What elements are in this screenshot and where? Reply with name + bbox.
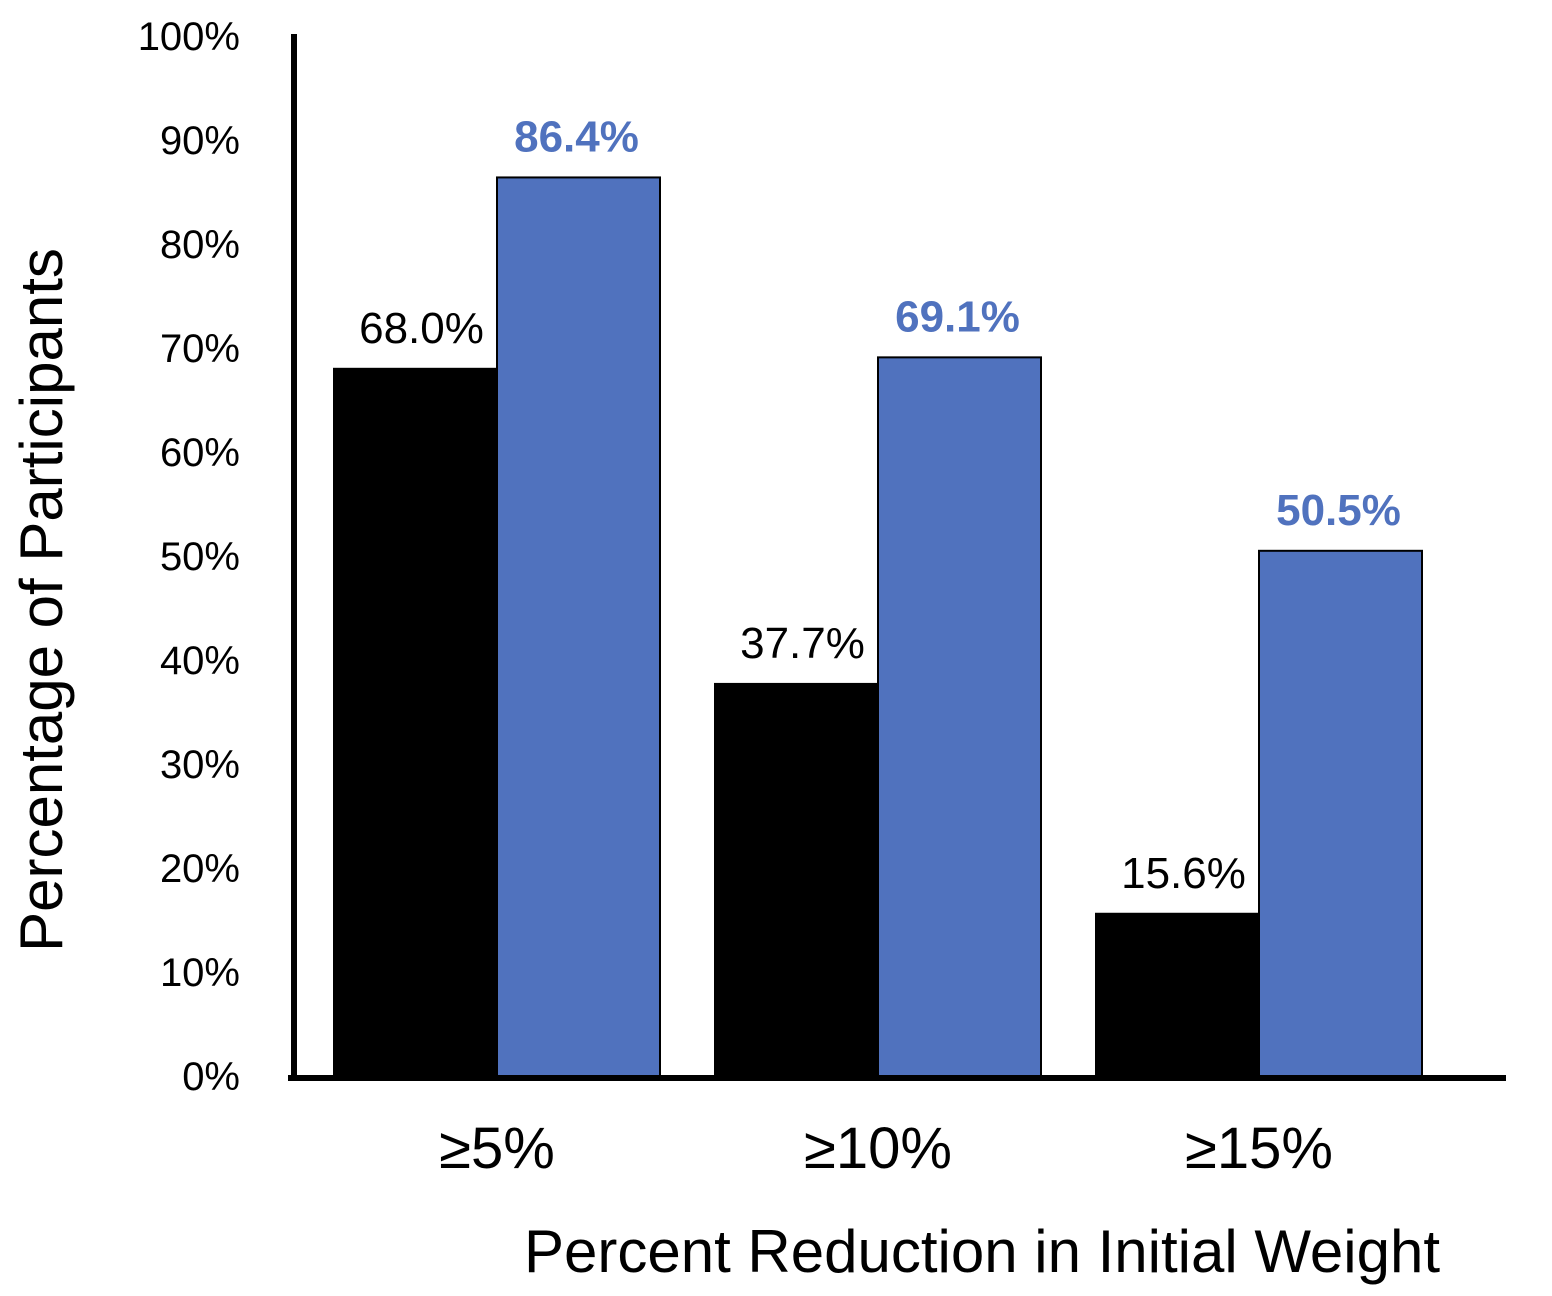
y-tick-label: 20%	[160, 847, 240, 891]
data-labels-layer: 68.0% 37.7% 15.6% 86.4% 69.1% 50.5%	[359, 112, 1401, 897]
y-tick-label: 40%	[160, 639, 240, 683]
bar-series-2-1	[877, 356, 1042, 1077]
x-category-label: ≥5%	[439, 1116, 555, 1181]
x-category-label: ≥10%	[804, 1116, 952, 1181]
bar-series-1-1	[714, 682, 879, 1077]
bars-layer	[333, 176, 1423, 1078]
y-tick-label: 70%	[160, 327, 240, 371]
bar-series-1-2	[1095, 912, 1260, 1078]
y-tick-label: 100%	[138, 15, 240, 59]
x-axis-title: Percent Reduction in Initial Weight	[524, 1218, 1440, 1285]
y-tick-label: 50%	[160, 535, 240, 579]
bar-series-1-0	[333, 367, 498, 1077]
y-tick-label: 80%	[160, 223, 240, 267]
y-tick-labels: 0% 10% 20% 30% 40% 50% 60% 70% 80% 90% 100%	[138, 15, 240, 1099]
y-tick-label: 60%	[160, 431, 240, 475]
y-axis-title: Percentage of Participants	[8, 248, 75, 952]
x-category-labels: ≥5% ≥10% ≥15%	[439, 1116, 1333, 1181]
y-tick-label: 0%	[182, 1055, 240, 1099]
data-label-series-2-0: 86.4%	[514, 112, 639, 161]
y-tick-label: 90%	[160, 119, 240, 163]
x-category-label: ≥15%	[1185, 1116, 1333, 1181]
data-label-series-1-2: 15.6%	[1121, 849, 1246, 898]
bar-series-2-2	[1258, 549, 1423, 1077]
data-label-series-2-1: 69.1%	[895, 292, 1020, 341]
y-tick-label: 30%	[160, 743, 240, 787]
y-tick-label: 10%	[160, 951, 240, 995]
data-label-series-1-1: 37.7%	[740, 619, 865, 668]
data-label-series-2-2: 50.5%	[1276, 486, 1401, 535]
bar-series-2-0	[496, 176, 661, 1077]
data-label-series-1-0: 68.0%	[359, 304, 484, 353]
